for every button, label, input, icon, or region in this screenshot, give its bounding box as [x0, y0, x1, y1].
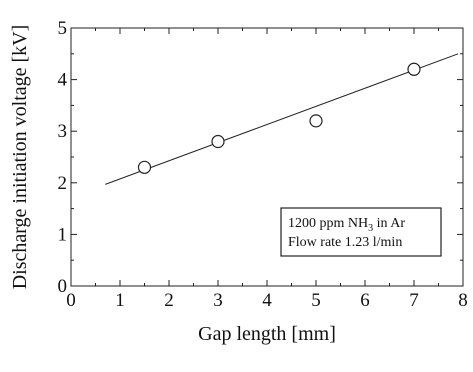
- x-tick-label: 2: [164, 290, 174, 311]
- y-axis-label: Discharge initiation voltage [kV]: [9, 25, 31, 290]
- legend-line-1: 1200 ppm NH3 in Ar: [288, 216, 405, 234]
- data-point: [309, 114, 323, 128]
- y-tick-label: 4: [58, 70, 68, 91]
- data-points: [137, 62, 421, 174]
- x-tick-label: 8: [458, 290, 468, 311]
- legend: 1200 ppm NH3 in Ar Flow rate 1.23 l/min: [280, 207, 442, 257]
- x-tick-label: 6: [360, 290, 370, 311]
- x-axis-label: Gap length [mm]: [198, 323, 336, 345]
- x-tick-label: 1: [115, 290, 125, 311]
- data-point: [407, 62, 421, 76]
- x-tick-label: 0: [66, 290, 76, 311]
- data-point: [211, 134, 225, 149]
- data-point: [137, 160, 152, 174]
- x-tick-label: 4: [262, 290, 272, 311]
- legend-line-1-prefix: 1200 ppm NH: [288, 216, 368, 231]
- x-tick-labels: 0 1 2 3 4 5 6 7 8: [66, 290, 468, 311]
- y-tick-label: 5: [58, 18, 68, 39]
- x-tick-label: 7: [409, 290, 419, 311]
- legend-line-2: Flow rate 1.23 l/min: [288, 235, 402, 250]
- legend-line-1-suffix: in Ar: [373, 216, 405, 231]
- legend-line-1-subscript: 3: [368, 223, 373, 234]
- x-tick-label: 5: [311, 290, 321, 311]
- fit-line: [105, 53, 459, 185]
- y-tick-labels: 0 1 2 3 4 5: [58, 18, 68, 297]
- y-tick-label: 1: [58, 224, 68, 245]
- x-tick-label: 3: [213, 290, 223, 311]
- legend-box: [280, 207, 442, 257]
- y-tick-label: 0: [58, 276, 68, 297]
- y-tick-label: 3: [58, 121, 68, 142]
- tick-marks: [70, 27, 464, 287]
- y-tick-label: 2: [58, 173, 68, 194]
